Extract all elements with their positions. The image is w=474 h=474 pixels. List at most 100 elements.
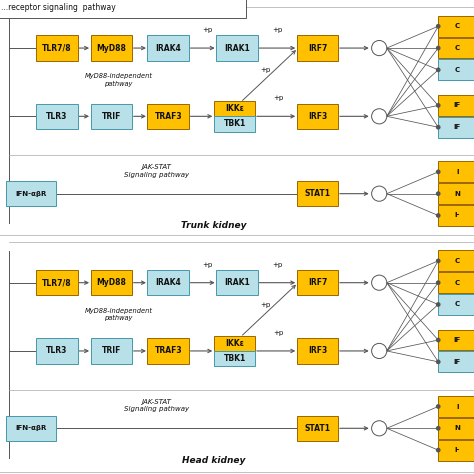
Text: +p: +p	[202, 27, 212, 33]
FancyBboxPatch shape	[297, 338, 338, 364]
Text: MyD88: MyD88	[96, 44, 127, 53]
FancyBboxPatch shape	[438, 16, 474, 36]
Text: IF: IF	[454, 102, 461, 109]
Text: TLR7/8: TLR7/8	[42, 278, 72, 287]
Text: I: I	[456, 169, 459, 175]
FancyBboxPatch shape	[91, 338, 132, 364]
Text: IRAK4: IRAK4	[155, 278, 181, 287]
Text: Head kidney: Head kidney	[182, 456, 245, 465]
Circle shape	[436, 103, 441, 108]
Text: TRAF3: TRAF3	[155, 346, 182, 356]
Text: +p: +p	[272, 27, 283, 33]
Circle shape	[436, 125, 441, 129]
FancyBboxPatch shape	[438, 183, 474, 204]
Circle shape	[436, 24, 441, 28]
Text: MyD88-independent
pathway: MyD88-independent pathway	[84, 73, 153, 87]
Circle shape	[436, 213, 441, 218]
FancyBboxPatch shape	[297, 416, 338, 441]
FancyBboxPatch shape	[297, 35, 338, 61]
Text: IRAK1: IRAK1	[224, 278, 250, 287]
FancyBboxPatch shape	[147, 103, 189, 129]
Text: TLR7/8: TLR7/8	[42, 44, 72, 53]
Text: +p: +p	[273, 330, 283, 336]
Text: +p: +p	[273, 95, 283, 101]
FancyBboxPatch shape	[438, 418, 474, 439]
Circle shape	[436, 280, 441, 285]
Text: C: C	[455, 280, 460, 286]
Text: I-: I-	[455, 447, 460, 453]
FancyBboxPatch shape	[36, 270, 78, 295]
FancyBboxPatch shape	[147, 338, 189, 364]
Circle shape	[436, 302, 441, 307]
Text: +p: +p	[260, 302, 271, 308]
Circle shape	[436, 448, 441, 453]
FancyBboxPatch shape	[147, 35, 189, 61]
Text: MyD88-independent
pathway: MyD88-independent pathway	[84, 308, 153, 321]
FancyBboxPatch shape	[36, 35, 78, 61]
Circle shape	[372, 186, 387, 201]
FancyBboxPatch shape	[438, 37, 474, 58]
Circle shape	[436, 67, 441, 72]
FancyBboxPatch shape	[438, 440, 474, 461]
FancyBboxPatch shape	[36, 338, 78, 364]
Text: STAT1: STAT1	[305, 189, 330, 198]
FancyBboxPatch shape	[216, 35, 258, 61]
FancyBboxPatch shape	[438, 351, 474, 372]
FancyBboxPatch shape	[147, 270, 189, 295]
Text: IFN-αβR: IFN-αβR	[15, 191, 46, 197]
Text: IKKε: IKKε	[225, 104, 244, 113]
Text: IF: IF	[454, 359, 461, 365]
Text: TRAF3: TRAF3	[155, 112, 182, 121]
FancyBboxPatch shape	[297, 270, 338, 295]
FancyBboxPatch shape	[214, 336, 255, 351]
Circle shape	[436, 170, 441, 174]
Text: TLR3: TLR3	[46, 112, 68, 121]
Text: C: C	[455, 45, 460, 51]
Text: IF: IF	[454, 337, 461, 343]
Circle shape	[436, 426, 441, 431]
FancyBboxPatch shape	[438, 95, 474, 116]
Text: C: C	[455, 23, 460, 29]
FancyBboxPatch shape	[438, 250, 474, 271]
Text: TRIF: TRIF	[102, 346, 121, 356]
Text: ...receptor signaling  pathway: ...receptor signaling pathway	[1, 3, 116, 12]
Text: TBK1: TBK1	[224, 354, 246, 363]
Text: TLR3: TLR3	[46, 346, 68, 356]
FancyBboxPatch shape	[214, 351, 255, 366]
Circle shape	[436, 337, 441, 342]
FancyBboxPatch shape	[438, 117, 474, 137]
FancyBboxPatch shape	[6, 181, 56, 207]
Text: IKKε: IKKε	[225, 339, 244, 348]
Circle shape	[372, 275, 387, 290]
FancyBboxPatch shape	[438, 396, 474, 417]
Circle shape	[372, 343, 387, 358]
Text: TBK1: TBK1	[224, 119, 246, 128]
Text: IRF3: IRF3	[308, 346, 327, 356]
FancyBboxPatch shape	[214, 101, 255, 116]
FancyBboxPatch shape	[91, 35, 132, 61]
FancyBboxPatch shape	[214, 116, 255, 132]
FancyBboxPatch shape	[36, 103, 78, 129]
Text: STAT1: STAT1	[305, 424, 330, 433]
Text: IFN-αβR: IFN-αβR	[15, 425, 46, 431]
Text: I: I	[456, 403, 459, 410]
Text: C: C	[455, 67, 460, 73]
FancyBboxPatch shape	[297, 181, 338, 207]
FancyBboxPatch shape	[438, 272, 474, 293]
Text: +p: +p	[272, 262, 283, 267]
Text: N: N	[455, 191, 460, 197]
Text: JAK-STAT
Signaling pathway: JAK-STAT Signaling pathway	[124, 399, 189, 412]
Text: N: N	[455, 425, 460, 431]
Text: IRF3: IRF3	[308, 112, 327, 121]
Circle shape	[436, 404, 441, 409]
Text: C: C	[455, 301, 460, 308]
Text: IRAK4: IRAK4	[155, 44, 181, 53]
Circle shape	[436, 258, 441, 263]
Text: Trunk kidney: Trunk kidney	[181, 221, 246, 230]
Circle shape	[436, 46, 441, 50]
FancyBboxPatch shape	[438, 162, 474, 182]
Circle shape	[372, 109, 387, 124]
Text: TRIF: TRIF	[102, 112, 121, 121]
Text: IF: IF	[454, 124, 461, 130]
Text: +p: +p	[202, 262, 212, 267]
